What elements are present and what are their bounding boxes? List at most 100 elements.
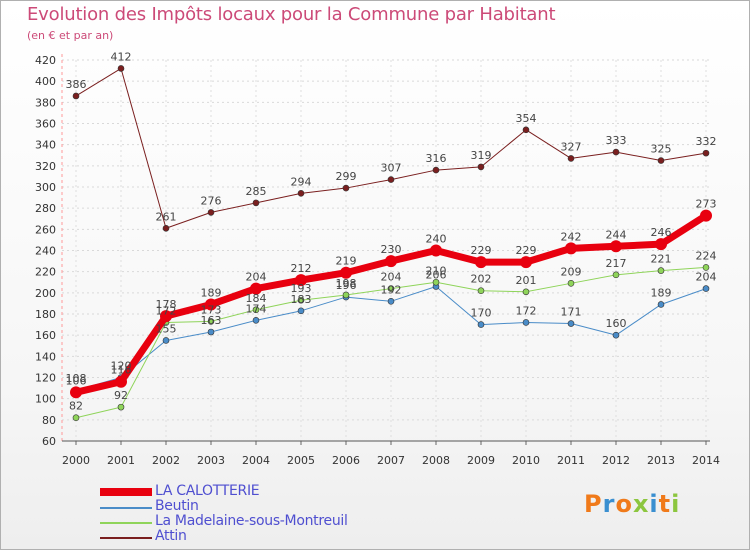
data-point-la-calotterie xyxy=(430,244,442,257)
logo-letter: P xyxy=(584,490,603,518)
data-label-attin: 332 xyxy=(696,135,717,148)
data-label-attin: 276 xyxy=(201,194,222,207)
data-point-beutin xyxy=(207,328,215,336)
data-label-la-madelaine-sous-montreuil: 193 xyxy=(291,282,312,295)
data-label-la-calotterie: 219 xyxy=(336,255,357,268)
data-point-attin xyxy=(117,65,125,72)
y-tick-label: 240 xyxy=(35,245,56,258)
data-label-beutin: 204 xyxy=(696,271,717,284)
y-tick-label: 120 xyxy=(35,372,56,385)
data-point-la-madelaine-sous-montreuil xyxy=(432,278,440,286)
data-point-attin xyxy=(567,155,575,162)
data-label-la-calotterie: 178 xyxy=(156,298,177,311)
data-label-la-madelaine-sous-montreuil: 172 xyxy=(156,304,177,317)
data-point-attin xyxy=(522,126,530,134)
data-label-la-madelaine-sous-montreuil: 221 xyxy=(651,253,672,266)
logo-letter: x xyxy=(632,490,650,518)
data-label-beutin: 206 xyxy=(426,268,447,281)
logo-letter: t xyxy=(658,490,672,518)
data-point-la-calotterie xyxy=(70,386,82,399)
y-tick-label: 280 xyxy=(35,202,56,215)
y-tick-label: 400 xyxy=(35,75,56,88)
data-label-la-calotterie: 189 xyxy=(201,286,222,299)
data-label-la-madelaine-sous-montreuil: 92 xyxy=(114,389,128,402)
legend-label: La Madelaine-sous-Montreuil xyxy=(155,513,348,529)
x-tick-label: 2012 xyxy=(602,454,630,467)
data-point-la-madelaine-sous-montreuil xyxy=(252,306,260,314)
chart-title: Evolution des Impôts locaux pour la Comm… xyxy=(27,4,556,25)
data-label-la-madelaine-sous-montreuil: 210 xyxy=(426,264,447,277)
data-point-attin xyxy=(657,157,665,164)
data-label-la-calotterie: 229 xyxy=(516,244,537,257)
y-tick-label: 180 xyxy=(35,308,56,321)
data-label-beutin: 170 xyxy=(471,307,492,320)
legend-label: Attin xyxy=(155,528,187,544)
data-label-beutin: 160 xyxy=(606,317,627,330)
data-label-attin: 285 xyxy=(246,185,267,198)
y-tick-label: 340 xyxy=(35,139,56,152)
data-label-attin: 333 xyxy=(606,134,627,147)
data-label-la-calotterie: 230 xyxy=(381,243,402,256)
y-tick-label: 140 xyxy=(35,350,56,363)
data-point-la-madelaine-sous-montreuil xyxy=(567,280,575,287)
data-point-beutin xyxy=(657,301,665,308)
data-point-la-madelaine-sous-montreuil xyxy=(522,288,530,296)
data-label-attin: 307 xyxy=(381,162,402,175)
data-label-attin: 325 xyxy=(651,143,672,156)
data-point-attin xyxy=(207,209,215,216)
data-label-la-calotterie: 106 xyxy=(66,374,87,387)
data-label-attin: 386 xyxy=(66,78,87,91)
data-label-beutin: 196 xyxy=(336,279,357,292)
grid-layer xyxy=(62,59,710,442)
data-label-la-calotterie: 246 xyxy=(651,226,672,239)
data-point-la-calotterie xyxy=(385,255,397,268)
legend-swatch xyxy=(100,537,152,539)
data-point-la-madelaine-sous-montreuil xyxy=(342,291,350,299)
data-point-la-madelaine-sous-montreuil xyxy=(477,287,485,295)
x-tick-label: 2004 xyxy=(242,454,270,467)
data-point-la-calotterie xyxy=(205,298,217,311)
x-tick-label: 2011 xyxy=(557,454,585,467)
data-point-attin xyxy=(477,163,485,171)
data-label-attin: 412 xyxy=(111,50,132,63)
data-label-la-calotterie: 212 xyxy=(291,262,312,275)
data-point-beutin xyxy=(567,320,575,327)
x-tick-label: 2001 xyxy=(107,454,135,467)
x-tick-label: 2013 xyxy=(647,454,675,467)
legend-swatch xyxy=(100,522,152,524)
data-point-attin xyxy=(702,149,710,157)
data-label-beutin: 172 xyxy=(516,304,537,317)
y-tick-label: 200 xyxy=(35,287,56,300)
data-point-beutin xyxy=(522,319,530,326)
x-tick-label: 2003 xyxy=(197,454,225,467)
data-point-la-madelaine-sous-montreuil xyxy=(702,264,710,271)
data-point-la-calotterie xyxy=(160,310,172,323)
data-point-la-calotterie xyxy=(295,274,307,287)
data-label-la-calotterie: 116 xyxy=(111,364,132,377)
data-point-beutin xyxy=(162,337,170,344)
x-tick-label: 2008 xyxy=(422,454,450,467)
data-point-attin xyxy=(612,148,620,156)
data-point-attin xyxy=(297,190,305,197)
data-point-la-madelaine-sous-montreuil xyxy=(657,267,665,274)
legend-label: LA CALOTTERIE xyxy=(155,483,260,499)
data-label-beutin: 189 xyxy=(651,286,672,299)
data-label-la-calotterie: 204 xyxy=(246,271,267,284)
data-point-la-madelaine-sous-montreuil xyxy=(72,414,80,422)
data-label-la-madelaine-sous-montreuil: 204 xyxy=(381,271,402,284)
data-point-attin xyxy=(342,184,350,192)
data-label-la-calotterie: 240 xyxy=(426,233,447,246)
data-point-la-calotterie xyxy=(610,240,622,253)
logo-letter: r xyxy=(602,490,616,518)
y-tick-label: 260 xyxy=(35,223,56,236)
data-label-attin: 319 xyxy=(471,149,492,162)
axis-layer: 60 80 100 120 140 160 180 200 220 240 260 280 300 320… xyxy=(35,54,720,467)
x-tick-label: 2014 xyxy=(692,454,720,467)
x-tick-label: 2002 xyxy=(152,454,180,467)
x-tick-label: 2000 xyxy=(62,454,90,467)
logo-letter: i xyxy=(649,490,659,518)
data-point-beutin xyxy=(387,297,395,305)
data-point-beutin xyxy=(297,307,305,315)
